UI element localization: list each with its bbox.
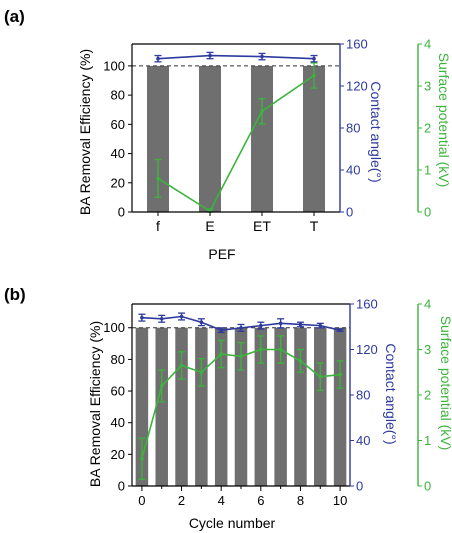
- y-left-tick-label: 80: [111, 88, 125, 103]
- contact-angle-point: [259, 324, 263, 328]
- y-contact-tick-label: 40: [356, 433, 370, 448]
- panel-a: (a) BA Removal Efficiency (%) Contact an…: [4, 7, 452, 262]
- x-tick-label: T: [310, 218, 319, 234]
- y-contact-tick-label: 80: [346, 121, 360, 136]
- contact-angle-point: [338, 328, 342, 332]
- contact-angle-point: [219, 328, 223, 332]
- y-contact-tick-label: 160: [346, 37, 368, 52]
- bar: [251, 66, 273, 212]
- ylabel-potential-a: Surface potential (kV): [436, 53, 452, 188]
- y-left-tick-label: 40: [111, 415, 125, 430]
- y-contact-tick-label: 120: [356, 342, 378, 357]
- surface-potential-point: [312, 74, 316, 78]
- y-potential-tick-label: 3: [424, 342, 431, 357]
- ylabel-left-a: BA Removal Efficiency (%): [77, 49, 93, 215]
- x-tick-label: ET: [253, 218, 271, 234]
- surface-potential-point: [279, 348, 283, 352]
- bar: [195, 328, 208, 486]
- y-contact-tick-label: 0: [356, 479, 363, 494]
- x-tick-label: 8: [297, 493, 304, 508]
- contact-angle-point: [208, 54, 212, 58]
- panel-b: (b) BA Removal Efficiency (%) Contact an…: [4, 285, 452, 531]
- surface-potential-point: [160, 384, 164, 388]
- surface-potential-point: [260, 109, 264, 113]
- ylabel-potential-b: Surface potential (kV): [438, 316, 452, 451]
- surface-potential-point: [239, 355, 243, 359]
- surface-potential-point: [299, 359, 303, 363]
- y-left-tick-label: 0: [118, 205, 125, 220]
- y-contact-tick-label: 40: [346, 163, 360, 178]
- y-left-tick-label: 20: [111, 447, 125, 462]
- y-left-tick-label: 100: [103, 320, 125, 335]
- surface-potential-point: [338, 373, 342, 377]
- y-left-tick-label: 100: [103, 58, 125, 73]
- y-potential-tick-label: 0: [424, 205, 431, 220]
- x-tick-label: 0: [138, 493, 145, 508]
- x-tick-label: 10: [333, 493, 347, 508]
- ylabel-left-b: BA Removal Efficiency (%): [87, 321, 103, 487]
- surface-potential-point: [259, 348, 263, 352]
- contact-angle-point: [239, 326, 243, 330]
- y-potential-tick-label: 3: [424, 79, 431, 94]
- x-tick-label: 6: [257, 493, 264, 508]
- contact-angle-point: [318, 324, 322, 328]
- ylabel-contact-a: Contact angle(°): [368, 81, 384, 182]
- panel-label-b: (b): [4, 285, 26, 304]
- y-potential-tick-label: 2: [424, 121, 431, 136]
- y-left-tick-label: 60: [111, 384, 125, 399]
- surface-potential-point: [156, 177, 160, 181]
- y-potential-tick-label: 4: [424, 297, 431, 312]
- x-tick-label: 2: [178, 493, 185, 508]
- y-contact-tick-label: 160: [356, 297, 378, 312]
- contact-angle-line: [158, 56, 314, 59]
- ylabel-contact-b: Contact angle(°): [383, 343, 399, 444]
- y-potential-tick-label: 1: [424, 433, 431, 448]
- y-contact-tick-label: 80: [356, 388, 370, 403]
- contact-angle-point: [312, 57, 316, 61]
- contact-angle-point: [140, 316, 144, 320]
- x-tick-label: 4: [218, 493, 225, 508]
- surface-potential-point: [200, 370, 204, 374]
- bar: [314, 328, 327, 486]
- y-potential-tick-label: 4: [424, 37, 431, 52]
- contact-angle-point: [160, 317, 164, 321]
- x-tick-label: E: [205, 218, 214, 234]
- surface-potential-point: [219, 352, 223, 356]
- panel-label-a: (a): [4, 7, 25, 26]
- y-potential-tick-label: 0: [424, 479, 431, 494]
- surface-potential-point: [180, 364, 184, 368]
- x-tick-label: f: [156, 218, 160, 234]
- y-left-tick-label: 20: [111, 175, 125, 190]
- y-contact-tick-label: 120: [346, 79, 368, 94]
- y-potential-tick-label: 2: [424, 388, 431, 403]
- xlabel-b: Cycle number: [189, 515, 276, 531]
- contact-angle-point: [200, 320, 204, 324]
- surface-potential-point: [318, 375, 322, 379]
- contact-angle-point: [260, 55, 264, 59]
- surface-potential-line: [158, 76, 314, 212]
- surface-potential-point: [140, 457, 144, 461]
- y-left-tick-label: 60: [111, 117, 125, 132]
- bar: [199, 66, 221, 212]
- y-left-tick-label: 80: [111, 352, 125, 367]
- contact-angle-point: [180, 315, 184, 319]
- y-potential-tick-label: 1: [424, 163, 431, 178]
- contact-angle-point: [299, 323, 303, 327]
- contact-angle-point: [156, 57, 160, 61]
- y-left-tick-label: 0: [118, 479, 125, 494]
- xlabel-a: PEF: [208, 246, 235, 262]
- y-contact-tick-label: 0: [346, 205, 353, 220]
- y-left-tick-label: 40: [111, 146, 125, 161]
- bar: [155, 328, 168, 486]
- bar: [334, 328, 347, 486]
- contact-angle-point: [279, 322, 283, 326]
